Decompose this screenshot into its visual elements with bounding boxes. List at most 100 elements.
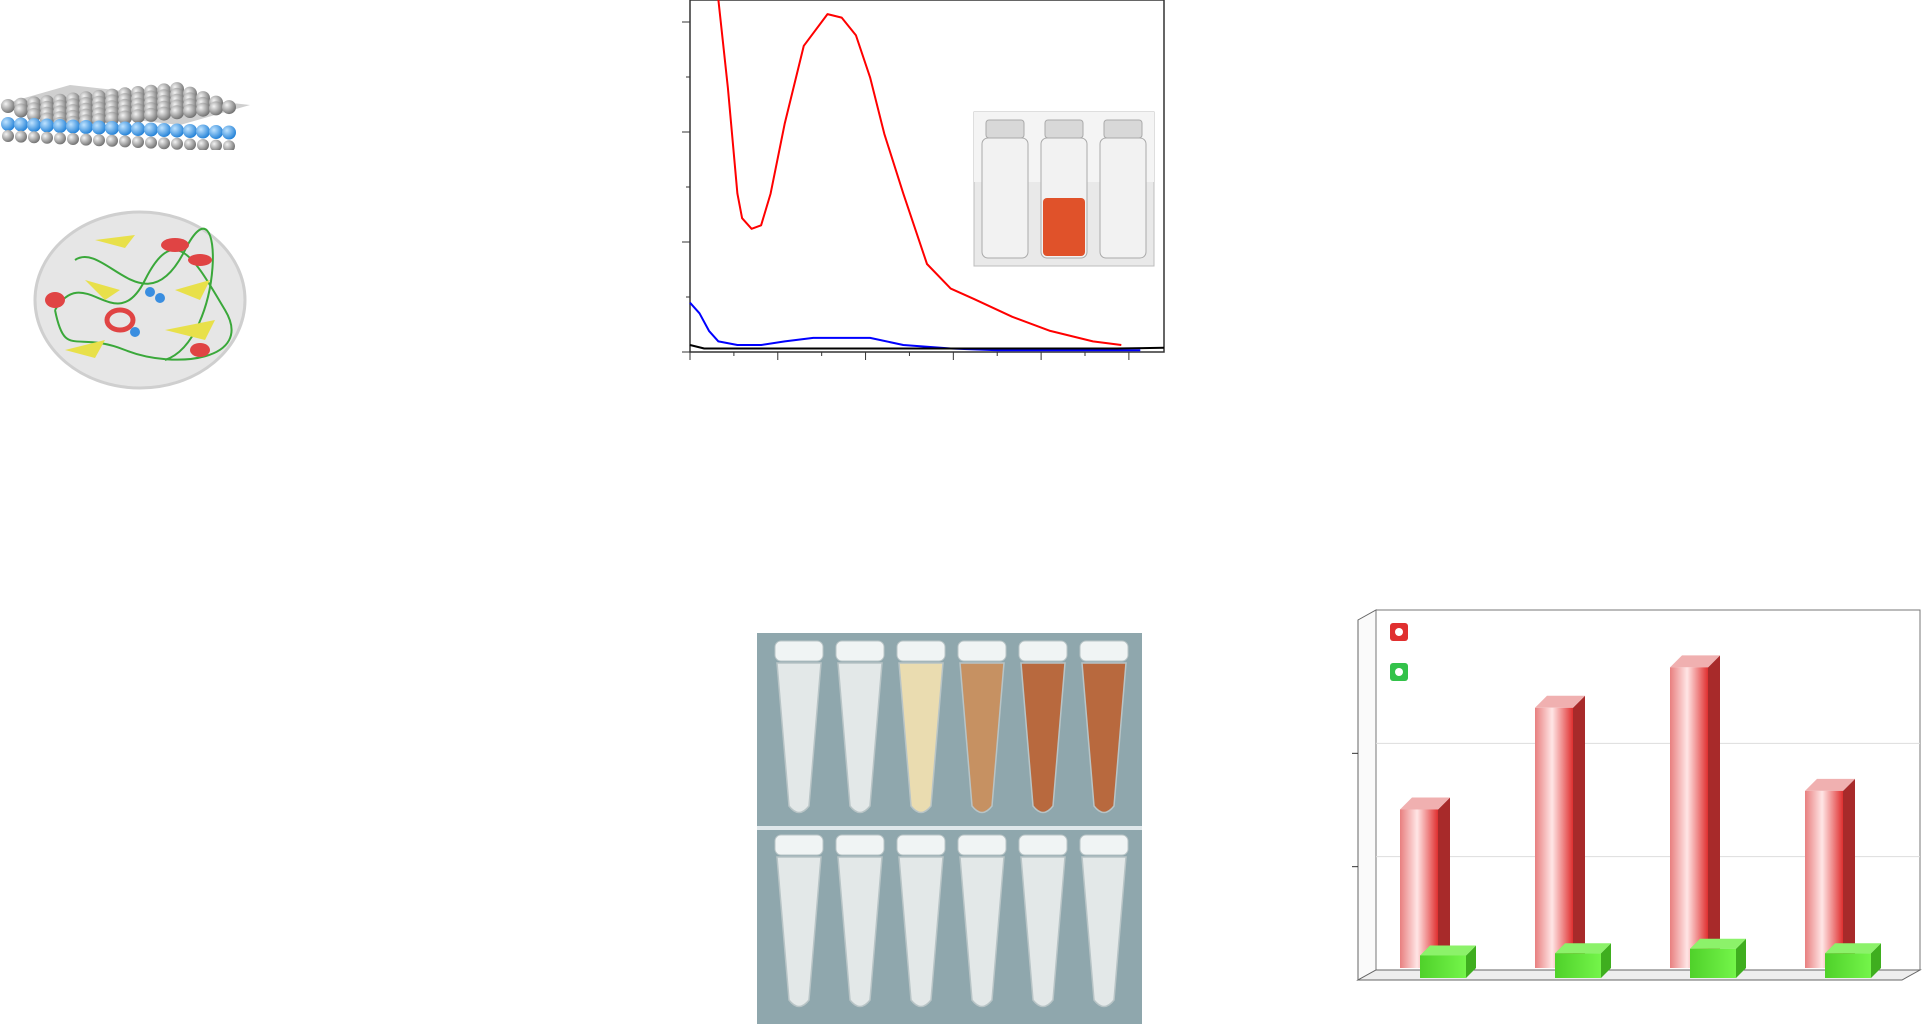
sheet-atom [197, 139, 209, 151]
bar-top [1825, 943, 1881, 954]
sheet-atom [209, 101, 223, 116]
tube-cap [1018, 834, 1068, 856]
sheet-atom [183, 104, 197, 118]
tube [1081, 662, 1127, 814]
tubes-photo [757, 633, 1142, 1024]
legend [1390, 623, 1408, 681]
sheet-atom [183, 124, 197, 138]
sheet-atom [118, 121, 132, 136]
tube [1081, 856, 1127, 1008]
tube-cap [957, 640, 1007, 662]
sheet-atom [41, 131, 53, 144]
tube-cap [835, 640, 885, 662]
activity-bar-chart [1330, 600, 1923, 990]
bar-top [1420, 945, 1476, 956]
side-wall [1357, 609, 1377, 981]
bar-red [1535, 707, 1573, 968]
bar-side [1438, 797, 1450, 968]
tube-cap [896, 640, 946, 662]
sheet-atom [157, 123, 171, 137]
bar-red [1400, 809, 1438, 968]
bar-side [1736, 938, 1746, 978]
sheet-atom [66, 119, 80, 134]
floor [1356, 969, 1922, 981]
sheet-atom [210, 139, 222, 152]
sheet-atom [157, 106, 171, 121]
spectra-lines [689, 0, 1165, 352]
sheet-atom [222, 100, 236, 115]
sheet-atom [14, 117, 28, 132]
tube [776, 662, 822, 814]
sheet-atom [145, 136, 157, 149]
sheet-atom [170, 123, 184, 138]
enzyme-illustration [25, 200, 255, 390]
tube [898, 662, 944, 814]
sheet-atom [106, 134, 118, 147]
bar-side [1573, 695, 1585, 968]
bar-green [1690, 948, 1736, 978]
bar-marks [1400, 655, 1881, 978]
bar-side [1708, 655, 1720, 968]
uv-chart-svg [682, 0, 1165, 360]
sheet-atom [105, 121, 119, 135]
sheet-atom [131, 122, 145, 136]
sheet-atom [184, 138, 196, 151]
vial [1099, 119, 1147, 259]
sheet-atom [1, 117, 15, 131]
uv-vis-spectra-chart [680, 0, 1170, 360]
bar-top [1555, 943, 1611, 954]
tube [837, 662, 883, 814]
sheet-atom [93, 134, 105, 147]
bar-side [1601, 943, 1611, 978]
nanosheet-icon [0, 82, 250, 153]
sheet-atom [171, 137, 183, 150]
sheet-atom [158, 137, 170, 150]
bar-green [1555, 953, 1601, 978]
sheet-atom [1, 99, 15, 113]
tube [1020, 856, 1066, 1008]
spectrum-line-1 [689, 302, 1141, 352]
tube [776, 856, 822, 1008]
sheet-atom [223, 140, 235, 153]
sheet-atom [54, 132, 66, 145]
sheet-atom [196, 102, 210, 117]
nanosheet-illustration [0, 80, 250, 153]
bar-chart-svg [1352, 609, 1922, 981]
tube [1020, 662, 1066, 814]
sheet-atom [53, 119, 67, 133]
sheet-atom [14, 103, 28, 118]
sheet-atom [131, 109, 145, 124]
sheet-atom [144, 122, 158, 137]
bar-red [1670, 667, 1708, 968]
protein-structure-icon [33, 210, 247, 390]
sheet-atom [40, 118, 54, 133]
bar-red [1805, 790, 1843, 968]
bar-top [1670, 655, 1720, 668]
tube-cap [1079, 640, 1129, 662]
axis-ticks [682, 21, 1130, 360]
sheet-atom [132, 136, 144, 148]
tube [959, 856, 1005, 1008]
sheet-atom [144, 107, 158, 122]
bar-green [1825, 953, 1871, 978]
bar-side [1843, 778, 1855, 968]
bar-top [1805, 778, 1855, 791]
sheet-atom [2, 130, 14, 142]
tube [898, 856, 944, 1008]
tubes-photo-svg [757, 633, 1142, 1024]
sheet-atom [27, 118, 41, 132]
sheet-atom [118, 110, 132, 125]
sheet-atom [119, 135, 131, 148]
spectrum-line-2 [689, 344, 1165, 350]
plot-frame [689, 0, 1165, 353]
sheet-atom [92, 120, 106, 135]
sheet-atom [209, 125, 223, 139]
tube-cap [1018, 640, 1068, 662]
sheet-atom [15, 130, 27, 143]
tube-cap [774, 640, 824, 662]
bar-green [1420, 955, 1466, 978]
sheet-atom [170, 105, 184, 120]
tube [837, 856, 883, 1008]
bar-side [1871, 943, 1881, 978]
plot-frame [1352, 609, 1922, 981]
